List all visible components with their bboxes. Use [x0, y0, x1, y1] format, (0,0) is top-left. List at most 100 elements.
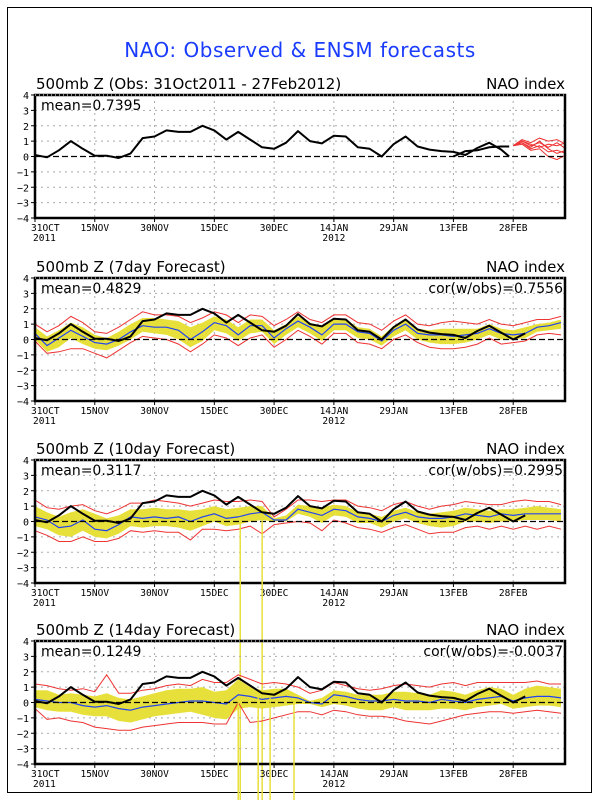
x-tick-label: 15NOV — [80, 406, 109, 417]
panel-title: 500mb Z (7day Forecast) — [36, 258, 226, 276]
panel-title: 500mb Z (14day Forecast) — [36, 621, 235, 639]
x-tick-label: 15NOV — [80, 223, 109, 234]
panel-right-title: NAO index — [486, 621, 565, 639]
panel-right-title: NAO index — [486, 75, 565, 93]
mean-annotation: mean=0.3117 — [41, 463, 141, 479]
mean-annotation: mean=0.4829 — [41, 281, 141, 297]
y-tick-label: −2 — [17, 729, 29, 740]
x-tick-sublabel: 2011 — [33, 598, 56, 609]
x-tick-label: 31OCT — [31, 406, 60, 417]
envelope-upper-line — [35, 499, 562, 518]
y-tick-label: 4 — [23, 274, 29, 285]
data-layer — [35, 489, 562, 542]
y-tick-label: −3 — [17, 199, 29, 210]
forecast-member-line — [513, 143, 565, 161]
x-tick-label: 15DEC — [200, 588, 229, 599]
x-tick-sublabel: 2012 — [322, 233, 345, 244]
y-tick-label: −3 — [17, 564, 29, 575]
x-tick-label: 31OCT — [31, 769, 60, 780]
x-tick-label: 30DEC — [260, 588, 289, 599]
y-tick-label: −1 — [17, 168, 29, 179]
panel-1: 500mb Z (Obs: 31Oct2011 - 27Feb2012) NAO … — [17, 75, 567, 244]
x-tick-label: 13FEB — [439, 223, 468, 234]
x-tick-label: 30DEC — [260, 223, 289, 234]
forecast-member-line — [513, 140, 565, 154]
correlation-annotation: cor(w/obs)=0.2995 — [428, 463, 563, 479]
y-tick-label: 1 — [23, 683, 29, 694]
x-tick-label: 14JAN — [320, 769, 349, 780]
x-tick-label: 13FEB — [439, 769, 468, 780]
y-tick-label: −3 — [17, 382, 29, 393]
panel-4: 500mb Z (14day Forecast) NAO index 4 3 2 1 0 −1… — [17, 621, 567, 790]
observed-line — [35, 670, 526, 705]
panel-title: 500mb Z (Obs: 31Oct2011 - 27Feb2012) — [36, 75, 341, 93]
x-tick-label: 30DEC — [260, 406, 289, 417]
y-tick-label: 1 — [23, 137, 29, 148]
y-tick-label: −4 — [17, 760, 29, 771]
x-tick-label: 28FEB — [499, 769, 528, 780]
x-tick-label: 15DEC — [200, 769, 229, 780]
figure-frame — [7, 7, 592, 793]
figure-title: NAO: Observed & ENSM forecasts — [124, 38, 476, 62]
panel-title: 500mb Z (10day Forecast) — [36, 440, 235, 458]
x-tick-label: 29JAN — [379, 769, 408, 780]
envelope-upper-line — [35, 673, 561, 694]
y-tick-label: 2 — [23, 305, 29, 316]
y-tick-label: 2 — [23, 668, 29, 679]
y-tick-label: 3 — [23, 289, 29, 300]
y-tick-label: 0 — [23, 699, 29, 710]
x-tick-sublabel: 2011 — [33, 416, 56, 427]
x-tick-label: 30DEC — [260, 769, 289, 780]
x-tick-label: 15NOV — [80, 769, 109, 780]
mean-annotation: mean=0.1249 — [41, 644, 141, 660]
x-tick-label: 15NOV — [80, 588, 109, 599]
panel-right-title: NAO index — [486, 258, 565, 276]
ensemble-spread-band — [35, 504, 561, 539]
correlation-annotation: cor(w/obs)=-0.0037 — [423, 644, 563, 660]
x-tick-label: 15DEC — [200, 223, 229, 234]
envelope-lower-line — [35, 701, 562, 731]
observed-line — [35, 307, 526, 342]
x-tick-sublabel: 2012 — [322, 598, 345, 609]
y-tick-label: −4 — [17, 214, 29, 225]
y-tick-label: −4 — [17, 579, 29, 590]
y-tick-label: −1 — [17, 533, 29, 544]
x-tick-label: 30NOV — [140, 406, 169, 417]
y-tick-label: 0 — [23, 518, 29, 529]
forecast-member-line — [512, 137, 565, 147]
x-tick-label: 28FEB — [499, 588, 528, 599]
forecast-member-line — [512, 140, 565, 148]
x-tick-label: 29JAN — [379, 588, 408, 599]
y-tick-label: 4 — [23, 637, 29, 648]
observed-line — [35, 489, 526, 524]
envelope-lower-line — [35, 329, 562, 359]
y-tick-label: 1 — [23, 502, 29, 513]
envelope-upper-line — [35, 311, 562, 334]
y-tick-label: −2 — [17, 183, 29, 194]
x-tick-label: 13FEB — [439, 588, 468, 599]
x-tick-label: 28FEB — [499, 406, 528, 417]
y-tick-label: −2 — [17, 548, 29, 559]
correlation-annotation: cor(w/obs)=0.7556 — [428, 281, 563, 297]
y-tick-label: 1 — [23, 320, 29, 331]
y-tick-label: 2 — [23, 487, 29, 498]
data-layer — [35, 124, 565, 161]
y-tick-label: −2 — [17, 366, 29, 377]
x-tick-label: 29JAN — [379, 223, 408, 234]
x-tick-label: 14JAN — [320, 588, 349, 599]
y-tick-label: 3 — [23, 652, 29, 663]
ensemble-mean-line — [35, 694, 562, 711]
panel-2: 500mb Z (7day Forecast) NAO index 4 3 2 1 0 −1 −… — [17, 258, 567, 427]
x-tick-label: 29JAN — [379, 406, 408, 417]
x-tick-label: 14JAN — [320, 406, 349, 417]
x-tick-sublabel: 2012 — [322, 416, 345, 427]
y-tick-label: 4 — [23, 91, 29, 102]
x-tick-label: 30NOV — [140, 223, 169, 234]
data-layer — [35, 307, 562, 359]
y-tick-label: −3 — [17, 745, 29, 756]
y-tick-label: −4 — [17, 397, 29, 408]
x-tick-label: 30NOV — [140, 769, 169, 780]
x-tick-label: 14JAN — [320, 223, 349, 234]
mean-annotation: mean=0.7395 — [41, 98, 141, 114]
x-tick-label: 30NOV — [140, 588, 169, 599]
